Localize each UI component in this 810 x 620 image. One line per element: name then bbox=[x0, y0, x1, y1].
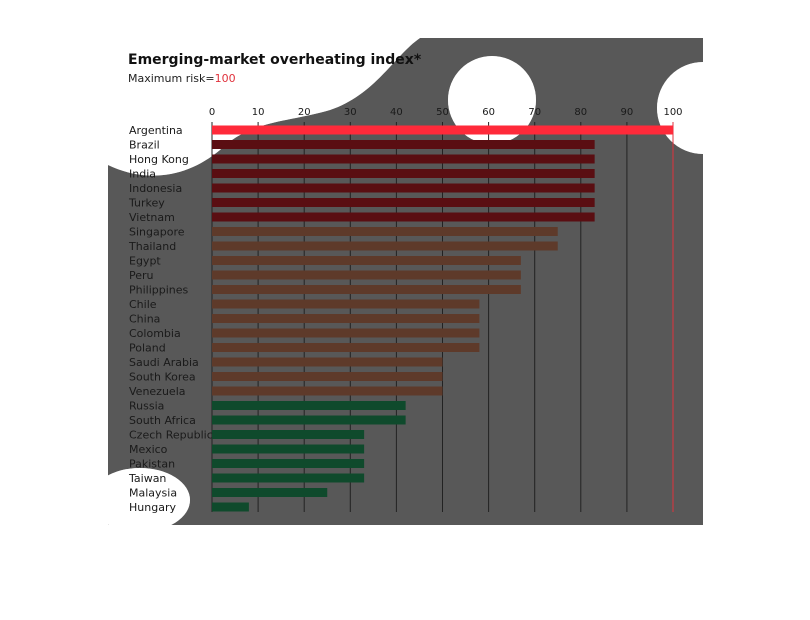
category-label-singapore: Singapore bbox=[129, 226, 185, 239]
chart-title: Emerging-market overheating index* bbox=[128, 52, 422, 68]
bar-philippines bbox=[212, 285, 521, 294]
x-tick-label-10: 10 bbox=[252, 107, 265, 118]
category-label-malaysia: Malaysia bbox=[129, 487, 177, 500]
bar-colombia bbox=[212, 328, 480, 338]
bar-czech-republic bbox=[212, 430, 365, 439]
category-label-thailand: Thailand bbox=[128, 240, 176, 253]
bar-vietnam bbox=[212, 212, 595, 222]
category-label-turkey: Turkey bbox=[128, 197, 165, 210]
page-margin-bottom bbox=[0, 525, 810, 620]
category-label-south-korea: South Korea bbox=[129, 371, 196, 384]
category-label-indonesia: Indonesia bbox=[129, 182, 182, 195]
category-label-hong-kong: Hong Kong bbox=[129, 153, 189, 166]
bar-saudi-arabia bbox=[212, 357, 443, 367]
bar-singapore bbox=[212, 227, 558, 236]
x-tick-label-100: 100 bbox=[663, 107, 682, 118]
bar-egypt bbox=[212, 256, 521, 265]
bar-indonesia bbox=[212, 183, 595, 193]
bar-peru bbox=[212, 270, 521, 280]
decorative-cutout-bottom-left bbox=[90, 468, 190, 532]
category-label-poland: Poland bbox=[129, 342, 166, 355]
bar-brazil bbox=[212, 140, 595, 149]
category-label-egypt: Egypt bbox=[129, 255, 161, 268]
page-margin-right-cover bbox=[703, 0, 810, 620]
bar-hungary bbox=[212, 502, 249, 512]
x-tick-label-90: 90 bbox=[621, 107, 634, 118]
decorative-cutout-circle bbox=[448, 56, 536, 144]
category-label-venezuela: Venezuela bbox=[129, 385, 186, 398]
chart-subtitle: Maximum risk=100 bbox=[128, 72, 236, 85]
category-label-china: China bbox=[129, 313, 160, 326]
bar-turkey bbox=[212, 198, 595, 207]
bar-venezuela bbox=[212, 386, 443, 396]
bar-thailand bbox=[212, 241, 558, 251]
category-label-saudi-arabia: Saudi Arabia bbox=[129, 356, 199, 369]
category-label-philippines: Philippines bbox=[129, 284, 189, 297]
x-tick-label-20: 20 bbox=[298, 107, 311, 118]
category-label-peru: Peru bbox=[129, 269, 154, 282]
category-label-pakistan: Pakistan bbox=[129, 458, 175, 471]
x-tick-label-50: 50 bbox=[436, 107, 449, 118]
category-label-taiwan: Taiwan bbox=[128, 472, 166, 485]
bar-mexico bbox=[212, 444, 365, 454]
category-label-chile: Chile bbox=[129, 298, 157, 311]
decorative-cutout-top-left bbox=[108, 38, 420, 176]
x-tick-label-60: 60 bbox=[482, 107, 495, 118]
category-label-russia: Russia bbox=[129, 400, 164, 413]
bar-china bbox=[212, 314, 480, 323]
category-label-vietnam: Vietnam bbox=[129, 211, 175, 224]
page-margin-top bbox=[0, 0, 810, 38]
bar-chile bbox=[212, 299, 480, 309]
category-label-czech-republic: Czech Republic bbox=[129, 429, 213, 442]
bar-south-africa bbox=[212, 415, 406, 425]
bar-india bbox=[212, 169, 595, 178]
subtitle-prefix: Maximum risk= bbox=[128, 72, 215, 85]
page-margin-left-cover bbox=[0, 0, 108, 620]
x-tick-label-40: 40 bbox=[390, 107, 403, 118]
bar-poland bbox=[212, 343, 480, 352]
x-tick-label-30: 30 bbox=[344, 107, 357, 118]
bar-south-korea bbox=[212, 372, 443, 381]
category-label-brazil: Brazil bbox=[129, 139, 160, 152]
bar-hong-kong bbox=[212, 154, 595, 164]
x-tick-label-70: 70 bbox=[528, 107, 541, 118]
x-tick-label-80: 80 bbox=[574, 107, 587, 118]
subtitle-max-value: 100 bbox=[215, 72, 236, 85]
category-label-colombia: Colombia bbox=[129, 327, 181, 340]
bar-malaysia bbox=[212, 488, 328, 497]
category-label-hungary: Hungary bbox=[129, 501, 176, 514]
category-label-south-africa: South Africa bbox=[129, 414, 196, 427]
bar-argentina bbox=[212, 125, 673, 135]
bar-russia bbox=[212, 401, 406, 410]
x-tick-label-0: 0 bbox=[209, 107, 215, 118]
category-label-mexico: Mexico bbox=[129, 443, 168, 456]
bar-pakistan bbox=[212, 459, 365, 468]
category-label-argentina: Argentina bbox=[129, 124, 183, 137]
bar-taiwan bbox=[212, 473, 365, 483]
category-label-india: India bbox=[129, 168, 156, 181]
